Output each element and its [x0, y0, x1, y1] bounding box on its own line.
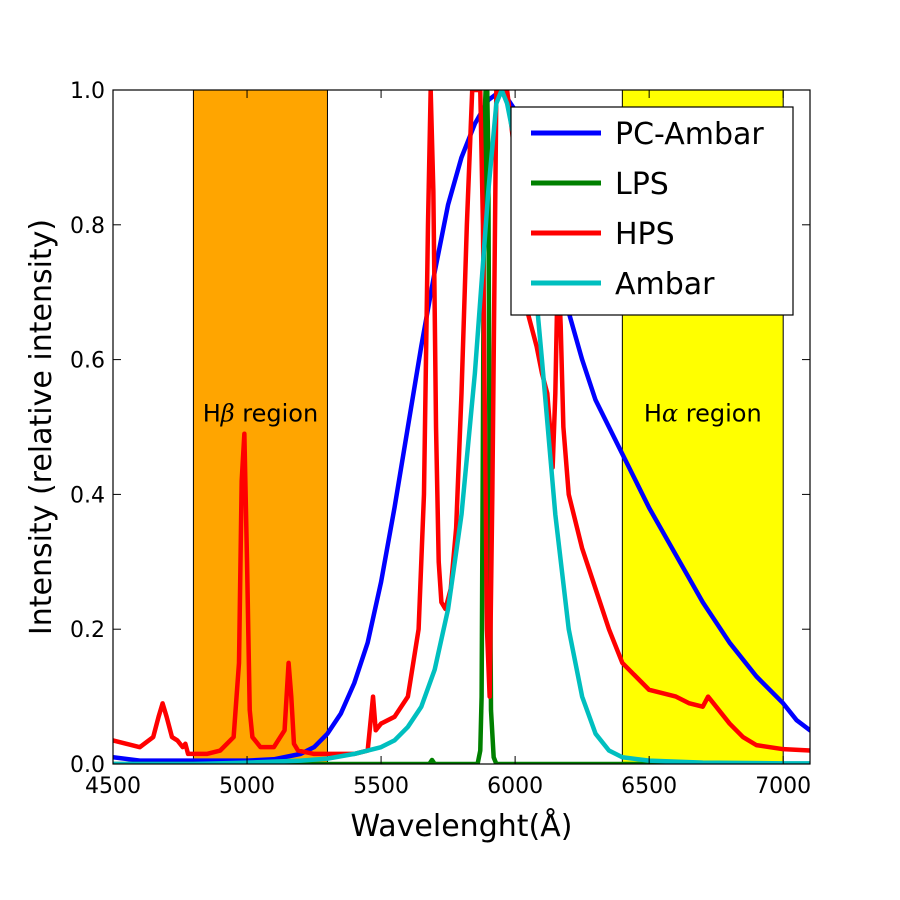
- series-line-hps: [113, 90, 810, 757]
- series-line-lps: [113, 90, 810, 764]
- legend-label: PC-Ambar: [615, 117, 764, 152]
- region-label-0: Hβ region: [203, 400, 318, 428]
- x-tick-label: 6000: [487, 774, 543, 799]
- x-tick-label: 6500: [621, 774, 677, 799]
- legend-label: HPS: [615, 217, 675, 252]
- y-tick-label: 0.0: [70, 753, 105, 778]
- region-label-symbol: β: [220, 400, 235, 428]
- x-tick-label: 5500: [353, 774, 409, 799]
- region-label-1: Hα region: [644, 400, 762, 428]
- region-label-prefix: H: [644, 400, 662, 428]
- legend-box: [510, 106, 794, 316]
- y-tick-label: 0.6: [70, 349, 105, 374]
- plot-frame: [112, 89, 811, 765]
- y-tick-label: 0.8: [70, 214, 105, 239]
- x-tick-label: 5000: [219, 774, 275, 799]
- region-label-suffix: region: [235, 400, 319, 428]
- series-layer: [113, 90, 810, 764]
- region-band-0: [192, 89, 328, 765]
- y-axis-title: Intensity (relative intensity): [24, 219, 59, 635]
- legend-label: LPS: [615, 167, 669, 202]
- series-line-pc-ambar: [113, 90, 810, 763]
- ticks-layer: 4500 5000 5500 6000 6500 7000 0.0 0.2 0.4 0.6 0.8 1…: [70, 79, 811, 799]
- legend: PC-Ambar LPS HPS Ambar: [510, 106, 794, 316]
- x-tick-label: 7000: [755, 774, 811, 799]
- region-label-symbol: α: [662, 400, 678, 428]
- y-tick-label: 1.0: [70, 79, 105, 104]
- y-tick-label: 0.2: [70, 618, 105, 643]
- series-line-ambar: [113, 90, 810, 764]
- y-tick-label: 0.4: [70, 483, 105, 508]
- region-label-prefix: H: [203, 400, 221, 428]
- region-label-suffix: region: [678, 400, 762, 428]
- legend-label: Ambar: [615, 267, 715, 302]
- x-axis-title: Wavelenght(Å): [351, 808, 573, 844]
- region-labels-layer: Hβ region Hα region: [203, 400, 762, 428]
- x-tick-label: 4500: [85, 774, 141, 799]
